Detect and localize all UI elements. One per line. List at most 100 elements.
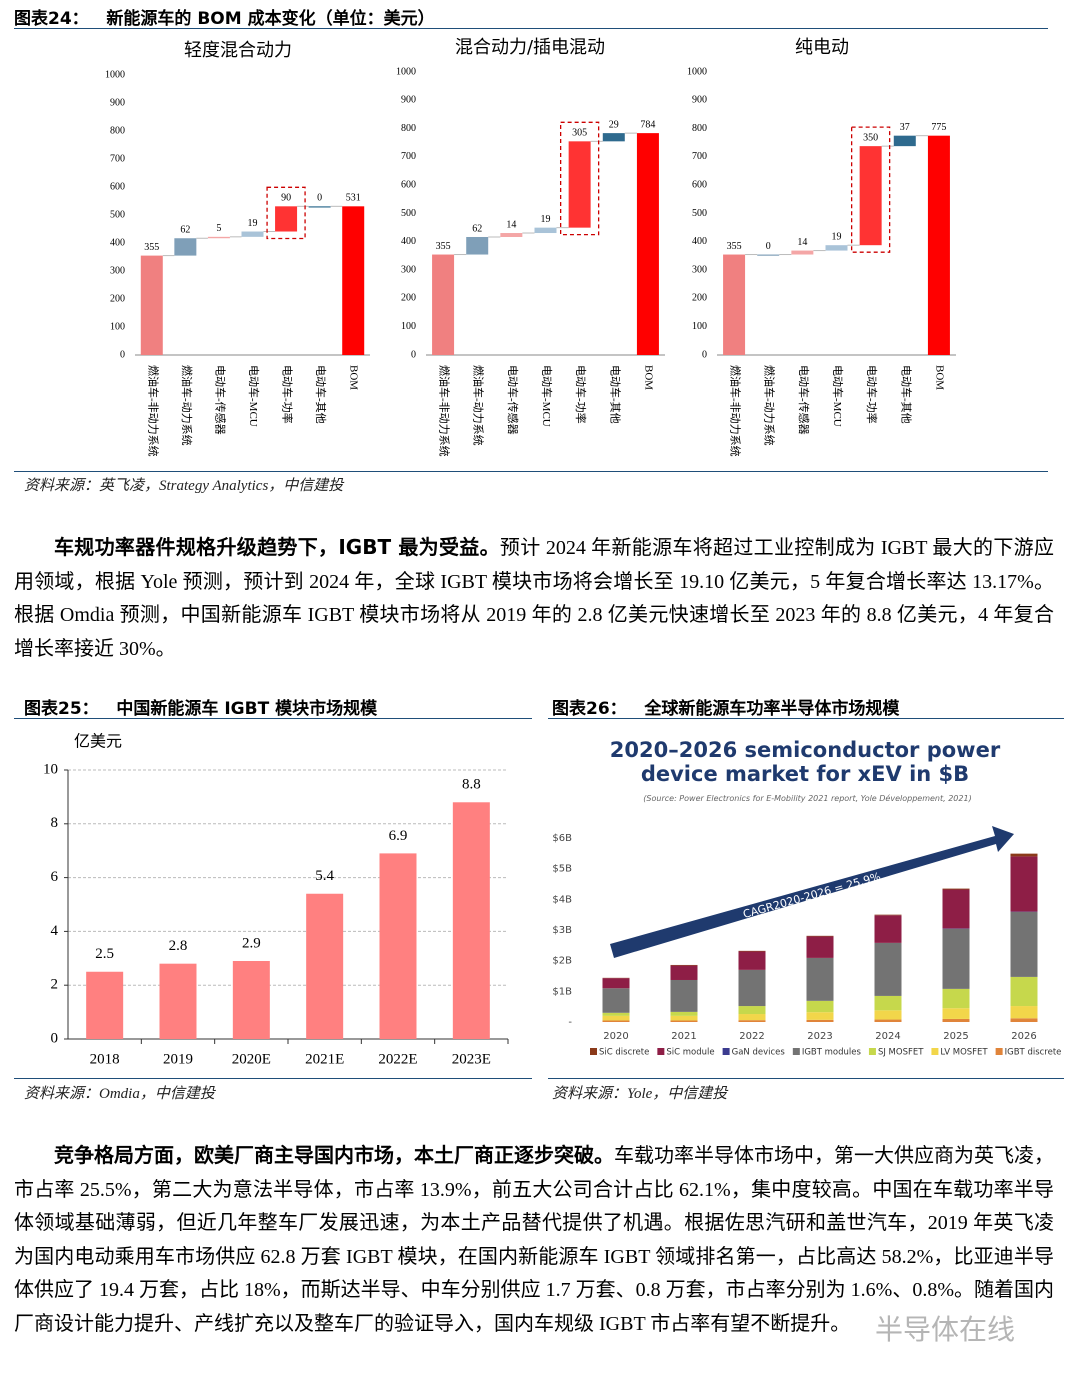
x-tick-label: 燃油车-非动力系统 bbox=[729, 365, 743, 457]
bar-segment bbox=[1010, 856, 1038, 912]
value-label: 531 bbox=[346, 193, 361, 204]
legend-label: SJ MOSFET bbox=[878, 1048, 924, 1058]
x-tick-label: 电动车-MCU bbox=[247, 365, 261, 427]
bar-segment bbox=[874, 915, 902, 943]
chart-title: 轻度混合动力 bbox=[184, 40, 292, 61]
y-tick-label: $2B bbox=[552, 956, 572, 967]
bar-segment bbox=[602, 978, 630, 989]
x-tick-label: 电动车-其他 bbox=[314, 365, 328, 424]
x-tick-label: 燃油车-动力系统 bbox=[472, 365, 486, 446]
legend-swatch bbox=[722, 1048, 730, 1055]
bar-segment bbox=[1010, 976, 1038, 1007]
bar-segment bbox=[738, 951, 766, 970]
waterfall-bar bbox=[636, 133, 659, 355]
bar-segment bbox=[670, 1011, 698, 1016]
y-tick-label: 400 bbox=[110, 237, 125, 248]
bar-segment bbox=[942, 889, 970, 929]
legend-swatch bbox=[868, 1048, 876, 1055]
bar-segment bbox=[942, 928, 970, 989]
bar-segment bbox=[942, 1018, 970, 1022]
value-label: 62 bbox=[472, 223, 482, 234]
y-tick-label: $1B bbox=[552, 986, 572, 997]
value-label: 62 bbox=[180, 225, 190, 236]
paragraph: 车规功率器件规格升级趋势下，IGBT 最为受益。预计 2024 年新能源车将超过… bbox=[14, 531, 1054, 666]
value-label: 8.8 bbox=[462, 777, 481, 793]
highlight-box bbox=[266, 186, 306, 240]
bar-segment bbox=[1010, 1018, 1038, 1022]
watermark: 半导体在线 bbox=[875, 1313, 1016, 1346]
y-tick-label: 1000 bbox=[687, 66, 707, 77]
bar bbox=[379, 853, 417, 1039]
y-tick-label: 600 bbox=[692, 179, 707, 190]
y-tick-label: $6B bbox=[552, 833, 572, 844]
value-label: 2.5 bbox=[95, 946, 114, 962]
rule bbox=[548, 1078, 1064, 1079]
highlight-box bbox=[559, 121, 600, 236]
x-tick-label: 燃油车-动力系统 bbox=[180, 365, 194, 446]
y-tick-label: 0 bbox=[120, 349, 125, 360]
x-tick-label: 电动车-功率 bbox=[574, 365, 588, 424]
waterfall-bar bbox=[342, 206, 365, 355]
paragraph: 竞争格局方面，欧美厂商主导国内市场，本土厂商正逐步突破。车载功率半导体市场中，第… bbox=[14, 1139, 1054, 1341]
waterfall-bar bbox=[500, 233, 523, 237]
annotation: CAGR2020-2026 = 25.9% bbox=[742, 870, 883, 921]
value-label: 14 bbox=[506, 219, 516, 230]
inset-subtitle: (Source: Power Electronics for E-Mobilit… bbox=[643, 794, 972, 803]
waterfall-bar bbox=[927, 135, 950, 355]
x-tick-label: 2021E bbox=[305, 1051, 344, 1067]
waterfall-bar bbox=[466, 236, 489, 255]
bar-segment bbox=[670, 1015, 698, 1021]
waterfall-bar bbox=[602, 133, 625, 142]
rule bbox=[14, 1078, 532, 1079]
bar-segment bbox=[806, 1000, 834, 1013]
legend-label: IGBT discrete bbox=[1005, 1048, 1062, 1058]
value-label: 29 bbox=[609, 119, 619, 130]
bar-segment bbox=[738, 969, 766, 1007]
bar-segment bbox=[1010, 911, 1038, 977]
x-tick-label: 电动车-MCU bbox=[831, 365, 845, 427]
waterfall-bar bbox=[568, 141, 591, 228]
x-tick-label: 2022E bbox=[378, 1051, 417, 1067]
legend-swatch bbox=[995, 1048, 1003, 1055]
x-tick-label: 2018 bbox=[90, 1051, 120, 1067]
x-tick-label: 2023 bbox=[807, 1031, 832, 1042]
x-tick-label: BOM bbox=[348, 365, 360, 390]
legend-swatch bbox=[657, 1048, 665, 1055]
x-tick-label: 2023E bbox=[452, 1051, 491, 1067]
legend-label: LV MOSFET bbox=[940, 1048, 988, 1058]
bar-segment bbox=[874, 942, 902, 996]
y-tick-label: 100 bbox=[692, 321, 707, 332]
x-tick-label: 燃油车-动力系统 bbox=[763, 365, 777, 446]
y-tick-label: 100 bbox=[110, 321, 125, 332]
y-tick-label: $4B bbox=[552, 894, 572, 905]
waterfall-bar bbox=[825, 245, 848, 251]
y-tick-label: 900 bbox=[692, 95, 707, 106]
bar-segment bbox=[942, 988, 970, 1009]
bar-segment bbox=[806, 1019, 834, 1022]
value-label: 305 bbox=[572, 128, 587, 139]
legend-label: IGBT modules bbox=[802, 1048, 862, 1058]
waterfall-bar bbox=[432, 254, 455, 355]
rule bbox=[548, 718, 1064, 719]
bar-segment bbox=[806, 957, 834, 1001]
rule bbox=[14, 28, 1048, 29]
x-tick-label: BOM bbox=[642, 365, 654, 390]
waterfall-bar bbox=[308, 206, 331, 208]
bar-segment bbox=[670, 979, 698, 1012]
x-tick-label: 2022 bbox=[739, 1031, 764, 1042]
value-label: 90 bbox=[281, 193, 291, 204]
waterfall-bar bbox=[241, 231, 264, 237]
value-label: 784 bbox=[640, 119, 655, 130]
y-tick-label: 400 bbox=[692, 236, 707, 247]
y-tick-label: 700 bbox=[692, 151, 707, 162]
bar-segment bbox=[874, 1019, 902, 1022]
y-tick-label: 8 bbox=[51, 815, 59, 831]
y-tick-label: 300 bbox=[401, 264, 416, 275]
bar-segment bbox=[1010, 1006, 1038, 1019]
bar-segment bbox=[670, 964, 698, 966]
bar-segment bbox=[602, 988, 630, 1013]
bar-segment bbox=[806, 936, 834, 958]
x-tick-label: 电动车-其他 bbox=[608, 365, 622, 424]
